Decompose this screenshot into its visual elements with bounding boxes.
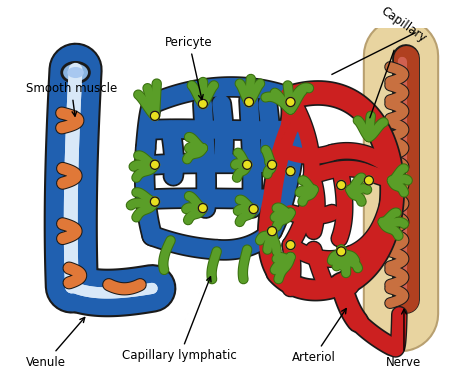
Circle shape xyxy=(198,204,208,213)
Circle shape xyxy=(337,180,346,189)
Circle shape xyxy=(150,111,160,120)
Circle shape xyxy=(365,176,374,185)
Text: Venule: Venule xyxy=(26,317,85,369)
Circle shape xyxy=(286,240,295,249)
Circle shape xyxy=(150,197,160,206)
Circle shape xyxy=(245,97,254,107)
Text: Nerve: Nerve xyxy=(386,309,421,369)
Circle shape xyxy=(286,97,295,107)
Circle shape xyxy=(243,160,252,169)
Ellipse shape xyxy=(62,62,90,83)
Circle shape xyxy=(267,227,277,236)
Ellipse shape xyxy=(67,67,84,78)
Circle shape xyxy=(286,167,295,176)
Circle shape xyxy=(249,204,258,214)
Text: Arteriol: Arteriol xyxy=(292,309,346,364)
Circle shape xyxy=(198,99,208,108)
Text: Capillary: Capillary xyxy=(370,4,428,118)
Text: Smooth muscle: Smooth muscle xyxy=(26,82,117,116)
Text: Pericyte: Pericyte xyxy=(165,36,213,100)
Circle shape xyxy=(337,247,346,256)
Circle shape xyxy=(267,160,277,169)
Text: Capillary lymphatic: Capillary lymphatic xyxy=(122,277,237,362)
Circle shape xyxy=(150,160,160,169)
